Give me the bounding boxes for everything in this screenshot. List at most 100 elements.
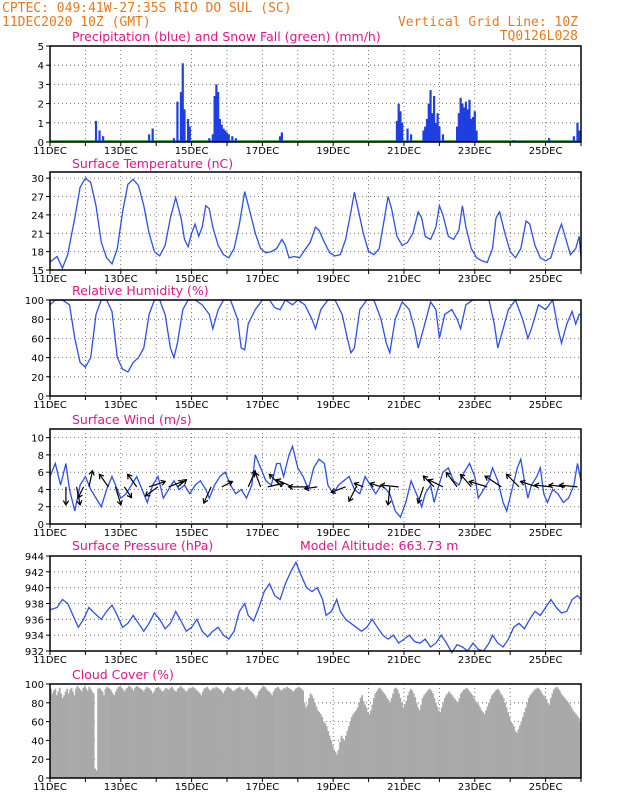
pressure-date-label: 19DEC	[316, 655, 350, 666]
cloud-bar	[194, 688, 197, 778]
cloud-bar	[80, 691, 83, 778]
cloud-bar	[353, 712, 356, 778]
cloud-bar	[76, 685, 79, 778]
cloud-bar	[122, 689, 125, 778]
cloud-bar	[103, 695, 105, 778]
cloud-bar	[578, 717, 580, 778]
cloud-bar	[204, 687, 207, 778]
cloud-bar	[371, 704, 374, 778]
cloud-bar	[389, 702, 392, 778]
precip-bar	[441, 134, 445, 142]
precip-date-label: 25DEC	[529, 146, 563, 157]
cloud-bar	[529, 695, 532, 778]
header-model-code: TQ0126L028	[500, 29, 578, 44]
precip-bar	[578, 130, 581, 142]
cloud-bar	[510, 721, 512, 778]
cloud-bar	[67, 693, 70, 778]
wind-date-label: 17DEC	[246, 528, 280, 539]
precip-bar	[222, 128, 225, 142]
wind-vector	[148, 480, 166, 488]
cloud-date-label: 19DEC	[316, 782, 350, 793]
wind-ytick-label: 0	[38, 520, 44, 531]
cloud-bar	[243, 690, 245, 778]
precip-bar	[424, 126, 427, 142]
cloud-bar	[89, 688, 92, 778]
wind-vector	[268, 473, 283, 488]
cloud-bar	[75, 688, 77, 778]
cloud-date-label: 17DEC	[246, 782, 280, 793]
cloud-bar	[249, 690, 251, 778]
precip-date-label: 11DEC	[33, 146, 67, 157]
cloud-bar	[408, 691, 411, 778]
precip-bar	[406, 128, 409, 142]
cloud-bar	[349, 721, 352, 778]
precip-bar	[548, 138, 551, 142]
precip-date-label: 21DEC	[387, 146, 421, 157]
cloud-bar	[367, 712, 369, 778]
pressure-date-label: 21DEC	[387, 655, 421, 666]
cloud-bar	[414, 697, 417, 778]
cloud-bar	[263, 686, 266, 778]
cloud-bar	[387, 699, 390, 778]
cloud-ytick-label: 60	[31, 718, 44, 729]
cloud-bar	[125, 688, 127, 778]
cloud-bar	[114, 691, 117, 778]
wind-vector-head	[202, 498, 209, 505]
cloud-bar	[523, 712, 526, 778]
cloud-bar	[73, 695, 76, 778]
cloud-bar	[203, 688, 206, 778]
cloud-bar	[260, 687, 263, 778]
rh-title: Relative Humidity (%)	[72, 283, 209, 298]
cloud-ytick-label: 100	[25, 680, 44, 691]
wind-vector-head	[422, 475, 429, 482]
cloud-bar	[234, 689, 237, 778]
cloud-bar	[355, 710, 358, 778]
cloud-bar	[309, 693, 312, 778]
precip-bar	[456, 126, 459, 142]
cloud-frame	[49, 683, 582, 779]
precip-date-label: 13DEC	[104, 146, 138, 157]
cloud-bar	[294, 688, 297, 778]
wind-date-label: 19DEC	[316, 528, 350, 539]
cloud-bar	[169, 687, 172, 778]
wind-vector	[534, 484, 551, 488]
cloud-bar	[486, 706, 489, 778]
cloud-bar	[505, 707, 508, 778]
cloud-bar	[424, 693, 427, 778]
precip-bar	[512, 140, 515, 142]
precip-bar	[234, 138, 237, 142]
precip-bar	[473, 111, 476, 142]
cloud-bar	[60, 693, 63, 778]
cloud-bar	[284, 688, 287, 778]
cloud-bar	[412, 693, 415, 778]
precip-bar	[220, 124, 223, 142]
wind-vector-head	[227, 480, 234, 487]
cloud-bar	[409, 688, 412, 778]
cloud-bar	[440, 707, 443, 778]
cloud-bar	[85, 688, 88, 778]
cloud-bar	[461, 691, 464, 778]
cloud-ytick-label: 40	[31, 736, 44, 747]
precip-bar	[395, 120, 399, 142]
pressure-series-line	[49, 560, 582, 654]
cloud-bar	[482, 712, 484, 778]
cloud-bar	[200, 695, 203, 778]
precip-bar	[409, 134, 413, 142]
cloud-bar	[107, 687, 110, 778]
cloud-bar	[427, 689, 430, 778]
cloud-bar	[374, 693, 377, 778]
precip-bar	[422, 130, 425, 142]
cloud-bar	[347, 726, 350, 778]
cloud-bar	[495, 689, 498, 778]
wind-vector	[520, 480, 537, 488]
cloud-bar	[274, 688, 276, 778]
wind-vector-head	[116, 499, 123, 506]
precip-bar	[432, 95, 436, 142]
cloud-bar	[224, 690, 226, 778]
wind-ytick-label: 4	[38, 485, 44, 496]
precip-bar	[468, 99, 471, 142]
pressure-date-label: 15DEC	[175, 655, 209, 666]
precip-bar	[148, 134, 151, 142]
temp-date-label: 11DEC	[33, 274, 67, 285]
cloud-bar	[373, 698, 375, 778]
